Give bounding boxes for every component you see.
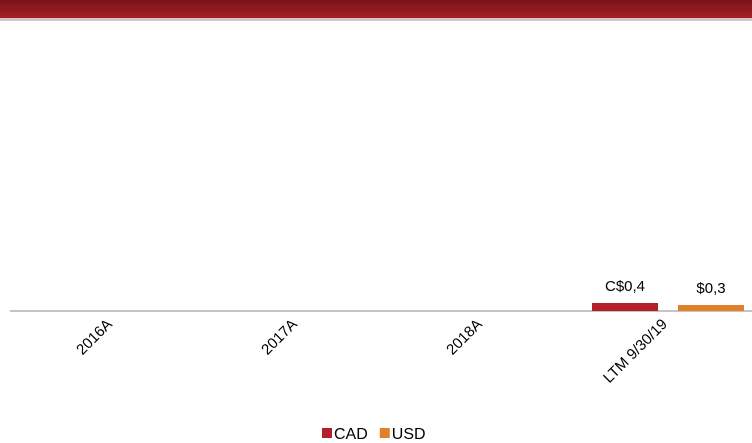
x-tick-label: 2016A [73, 316, 116, 359]
value-label: $0,3 [696, 280, 725, 297]
legend-swatch [379, 428, 390, 438]
legend-label: USD [392, 426, 426, 443]
header-bar [0, 0, 752, 18]
legend-swatch [322, 428, 332, 438]
bar [592, 303, 658, 311]
x-tick-label: 2017A [258, 316, 301, 359]
legend-label: CAD [334, 426, 368, 443]
x-tick-label: 2018A [443, 316, 486, 359]
value-label: C$0,4 [605, 278, 645, 295]
bar [678, 305, 744, 311]
header-shadow [0, 18, 752, 21]
x-tick-label: LTM 9/30/19 [600, 316, 671, 387]
